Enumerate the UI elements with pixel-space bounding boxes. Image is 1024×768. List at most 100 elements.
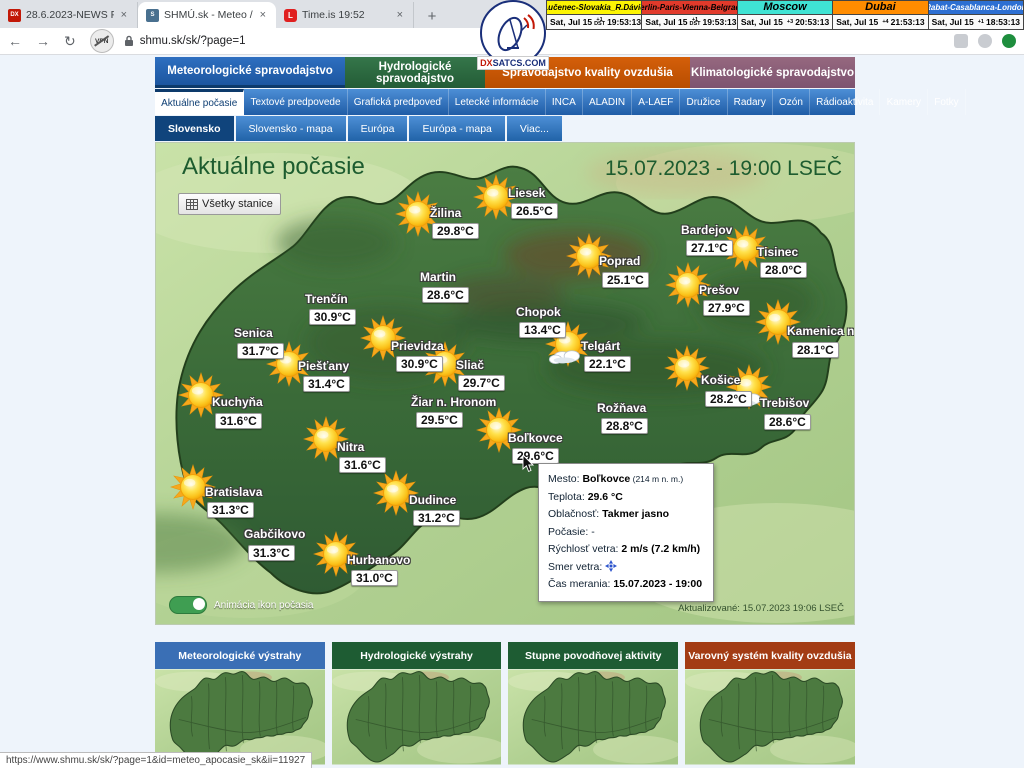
panel-stupne-povodňovej-aktivity[interactable]: Stupne povodňovej aktivity [508,642,679,765]
station-temp-piešťany[interactable]: 31.4°C [303,376,350,392]
sub-tab-a-laef[interactable]: A-LAEF [632,89,681,115]
panel-varovný-systém-kvality-ovzdušia[interactable]: Varovný systém kvality ovzdušia [685,642,855,765]
station-name-žiar-n-hronom[interactable]: Žiar n. Hronom [411,395,497,409]
station-name-sliač[interactable]: Sliač [456,358,485,372]
station-temp-košice[interactable]: 28.2°C [705,391,752,407]
station-temp-bardejov[interactable]: 27.1°C [686,240,733,256]
profile-avatar[interactable] [1002,34,1016,48]
station-name-tisinec[interactable]: Tisinec [757,245,799,259]
station-temp-žilina[interactable]: 29.8°C [432,223,479,239]
station-name-kamenica-n-c-[interactable]: Kamenica n.C. [787,324,855,338]
station-temp-bratislava[interactable]: 31.3°C [207,502,254,518]
station-name-bratislava[interactable]: Bratislava [205,485,263,499]
station-name-žilina[interactable]: Žilina [430,206,462,220]
station-name-prievidza[interactable]: Prievidza [391,339,444,353]
station-name-liesek[interactable]: Liesek [508,186,546,200]
station-temp-senica[interactable]: 31.7°C [237,343,284,359]
vpn-extension-icon[interactable]: VPN [89,29,114,53]
view-tab-európa-mapa[interactable]: Európa - mapa [409,116,505,141]
station-name-senica[interactable]: Senica [234,326,273,340]
browser-tab[interactable]: S SHMÚ.sk - Meteo / Počasie / Hydrol × [138,2,276,28]
station-name-košice[interactable]: Košice [701,373,741,387]
station-temp-žiar-n-hronom[interactable]: 29.5°C [416,412,463,428]
sub-tab-ozón[interactable]: Ozón [773,89,811,115]
sub-tab-aktuálne-počasie[interactable]: Aktuálne počasie [155,89,245,115]
main-tab-klimatologické-spravodajstvo[interactable]: Klimatologické spravodajstvo [690,57,855,88]
station-temp-sliač[interactable]: 29.7°C [458,375,505,391]
station-temp-gabčikovo[interactable]: 31.3°C [248,545,295,561]
station-name-nitra[interactable]: Nitra [337,440,365,454]
all-stations-button[interactable]: Všetky stanice [178,193,281,215]
browser-tab[interactable]: L Time.is 19:52 × [276,2,414,28]
main-tab-meteorologické-spravodajstvo[interactable]: Meteorologické spravodajstvo [155,57,345,88]
station-temp-dudince[interactable]: 31.2°C [413,510,460,526]
station-name-trebišov[interactable]: Trebišov [760,396,810,410]
station-name-telgárt[interactable]: Telgárt [581,339,621,353]
main-tab-hydrologické-spravodajstvo[interactable]: Hydrologické spravodajstvo [345,57,485,88]
station-temp-hurbanovo[interactable]: 31.0°C [351,570,398,586]
address-bar[interactable]: shmu.sk/sk/?page=1 [139,35,246,47]
station-temp-tisinec[interactable]: 28.0°C [760,262,807,278]
sub-tab-grafická-predpoveď[interactable]: Grafická predpoveď [348,89,449,115]
browser-tab[interactable]: DX 28.6.2023-NEWS FLASH/16APSK M... × [0,2,138,28]
tab-close-icon[interactable]: × [120,9,127,21]
panel-mini-map[interactable] [685,669,855,765]
sub-tab-fotky[interactable]: Fotky [928,89,966,115]
sub-tab-textové-predpovede[interactable]: Textové predpovede [244,89,348,115]
station-name-poprad[interactable]: Poprad [599,254,641,268]
panel-mini-map[interactable] [155,669,325,765]
panel-mini-map[interactable] [508,669,678,765]
station-name-trenčín[interactable]: Trenčín [305,292,348,306]
back-icon[interactable]: ← [8,33,22,49]
panel-mini-map[interactable] [332,669,502,765]
sub-tab-kamery[interactable]: Kamery [880,89,929,115]
station-temp-martin[interactable]: 28.6°C [422,287,469,303]
tab-close-icon[interactable]: × [259,9,266,21]
sub-tab-inca[interactable]: INCA [546,89,583,115]
sub-tab-letecké-informácie[interactable]: Letecké informácie [449,89,546,115]
panel-meteorologické-výstrahy[interactable]: Meteorologické výstrahy [155,642,325,765]
station-name-hurbanovo[interactable]: Hurbanovo [347,553,411,567]
panel-hydrologické-výstrahy[interactable]: Hydrologické výstrahy [331,642,502,765]
view-tab-slovensko[interactable]: Slovensko [155,116,234,141]
station-name-prešov[interactable]: Prešov [699,283,740,297]
station-name-bardejov[interactable]: Bardejov [681,223,733,237]
reload-icon[interactable]: ↻ [64,32,76,49]
station-name-gabčikovo[interactable]: Gabčikovo [244,527,306,541]
station-temp-rožňava[interactable]: 28.8°C [601,418,648,434]
new-tab-button[interactable]: + [427,7,437,25]
lock-icon[interactable] [124,35,134,47]
station-temp-kuchyňa[interactable]: 31.6°C [215,413,262,429]
station-temp-liesek[interactable]: 26.5°C [511,203,558,219]
sub-tab-radary[interactable]: Radary [728,89,773,115]
sub-tab-družice[interactable]: Družice [680,89,728,115]
sub-tab-aladin[interactable]: ALADIN [583,89,633,115]
station-temp-prešov[interactable]: 27.9°C [703,300,750,316]
station-temp-kamenica-n-c-[interactable]: 28.1°C [792,342,839,358]
station-name-kuchyňa[interactable]: Kuchyňa [212,395,263,409]
animation-toggle[interactable] [169,596,207,614]
station-temp-trebišov[interactable]: 28.6°C [764,414,811,430]
tab-close-icon[interactable]: × [396,9,403,21]
station-name-boľkovce[interactable]: Boľkovce [508,431,563,445]
view-tab-viac-[interactable]: Viac... [506,116,562,141]
forward-icon[interactable]: → [36,33,50,49]
station-temp-telgárt[interactable]: 22.1°C [584,356,631,372]
extensions-icon[interactable] [978,34,992,48]
station-temp-nitra[interactable]: 31.6°C [339,457,386,473]
station-temp-trenčín[interactable]: 30.9°C [309,309,356,325]
view-tab-európa[interactable]: Európa [347,116,408,141]
bookmark-icon[interactable] [954,34,968,48]
station-temp-poprad[interactable]: 25.1°C [602,272,649,288]
station-name-rožňava[interactable]: Rožňava [597,401,647,415]
station-name-martin[interactable]: Martin [420,270,456,284]
sub-tab-rádioaktivita[interactable]: Rádioaktivita [810,89,881,115]
station-name-piešťany[interactable]: Piešťany [298,359,350,373]
station-name-chopok[interactable]: Chopok [516,305,561,319]
station-temp-boľkovce[interactable]: 29.6°C [512,448,559,464]
weather-map[interactable]: Aktuálne počasie 15.07.2023 - 19:00 LSEČ… [155,142,855,625]
view-tab-slovensko-mapa[interactable]: Slovensko - mapa [235,116,346,141]
station-temp-chopok[interactable]: 13.4°C [519,322,566,338]
station-temp-prievidza[interactable]: 30.9°C [396,356,443,372]
station-name-dudince[interactable]: Dudince [409,493,457,507]
